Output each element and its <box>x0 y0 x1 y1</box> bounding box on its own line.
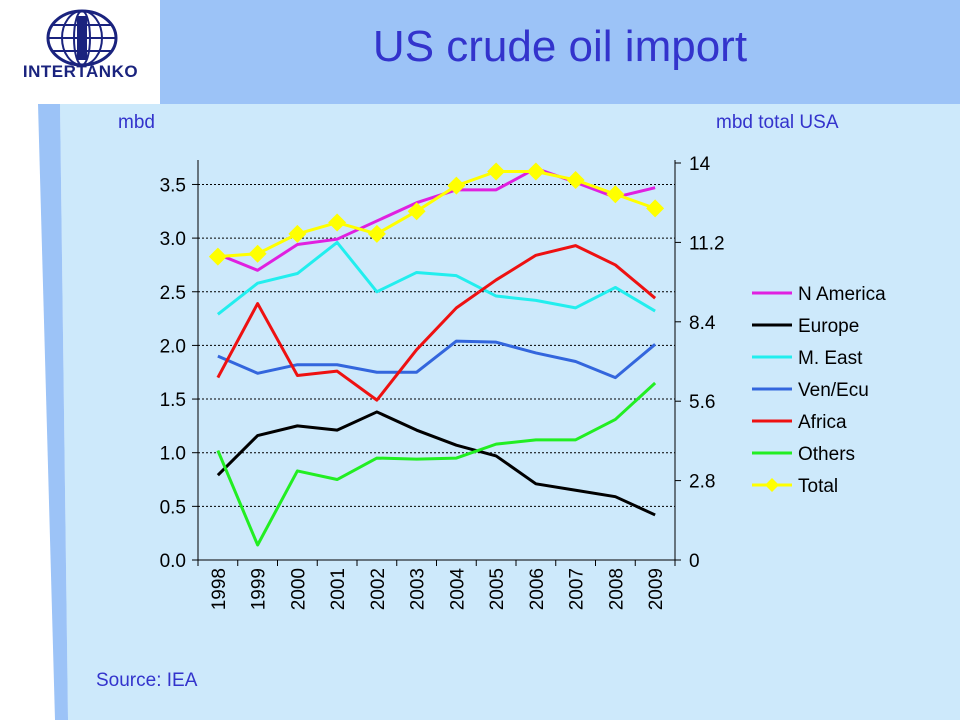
legend-label: Africa <box>798 412 847 433</box>
x-tick-label: 2001 <box>328 568 349 610</box>
total-point <box>447 176 466 195</box>
series-line-m-east <box>216 240 656 316</box>
y-tick-label: 2.5 <box>160 283 186 304</box>
total-point <box>606 185 625 204</box>
y2-tick-label: 5.6 <box>689 392 715 413</box>
x-tick-label: 2004 <box>447 568 468 611</box>
legend-label: Total <box>798 476 838 497</box>
x-tick-label: 2006 <box>527 568 548 610</box>
series-line-africa <box>216 244 657 402</box>
x-tick-label: 2009 <box>646 568 667 610</box>
logo-wordmark: INTERTANKO <box>22 62 139 81</box>
top-banner <box>160 0 960 104</box>
legend-label: N America <box>798 284 886 305</box>
x-tick-label: 2003 <box>408 568 429 610</box>
right-axis-unit: mbd total USA <box>716 112 839 133</box>
series-line-europe <box>216 410 656 517</box>
y-tick-label: 0.5 <box>160 497 186 518</box>
legend-label: Others <box>798 444 855 465</box>
x-tick-label: 2005 <box>487 568 508 610</box>
x-tick-label: 2000 <box>288 568 309 610</box>
total-point <box>288 224 307 243</box>
y2-tick-label: 14 <box>689 154 711 175</box>
y-tick-label: 1.5 <box>160 390 186 411</box>
left-stripe <box>38 104 68 720</box>
series-line-ven-ecu <box>217 339 657 380</box>
intertanko-logo <box>10 8 155 98</box>
legend-label: Europe <box>798 316 859 337</box>
total-point <box>208 247 227 266</box>
y-tick-label: 1.0 <box>160 444 186 465</box>
y2-tick-label: 0 <box>689 551 700 572</box>
left-axis-unit: mbd <box>118 112 155 133</box>
legend-label: M. East <box>798 348 863 369</box>
x-tick-label: 2002 <box>368 568 389 610</box>
x-tick-label: 1999 <box>249 568 270 610</box>
total-point <box>248 244 267 263</box>
y-tick-label: 0.0 <box>160 551 186 572</box>
y-tick-label: 3.5 <box>160 175 186 196</box>
total-point <box>566 171 585 190</box>
slide-title: US crude oil import <box>372 22 748 71</box>
series-line-others <box>216 381 657 547</box>
x-tick-label: 2007 <box>567 568 588 610</box>
series-line-n-america <box>217 166 656 272</box>
globe-icon <box>46 9 118 67</box>
total-point <box>367 224 386 243</box>
y2-tick-label: 11.2 <box>689 233 725 254</box>
total-point <box>328 213 347 232</box>
total-point <box>526 162 545 181</box>
y2-tick-label: 8.4 <box>689 313 716 334</box>
x-tick-label: 2008 <box>606 568 627 610</box>
total-point <box>646 199 665 218</box>
content-panel <box>60 104 960 720</box>
source-note: Source: IEA <box>96 670 198 691</box>
total-point <box>407 202 426 221</box>
y-tick-label: 2.0 <box>160 336 186 357</box>
total-point <box>487 162 506 181</box>
x-tick-label: 1998 <box>209 568 230 610</box>
legend-label: Ven/Ecu <box>798 380 869 401</box>
y-tick-label: 3.0 <box>160 229 186 250</box>
legend-marker <box>765 478 779 492</box>
y2-tick-label: 2.8 <box>689 472 715 493</box>
